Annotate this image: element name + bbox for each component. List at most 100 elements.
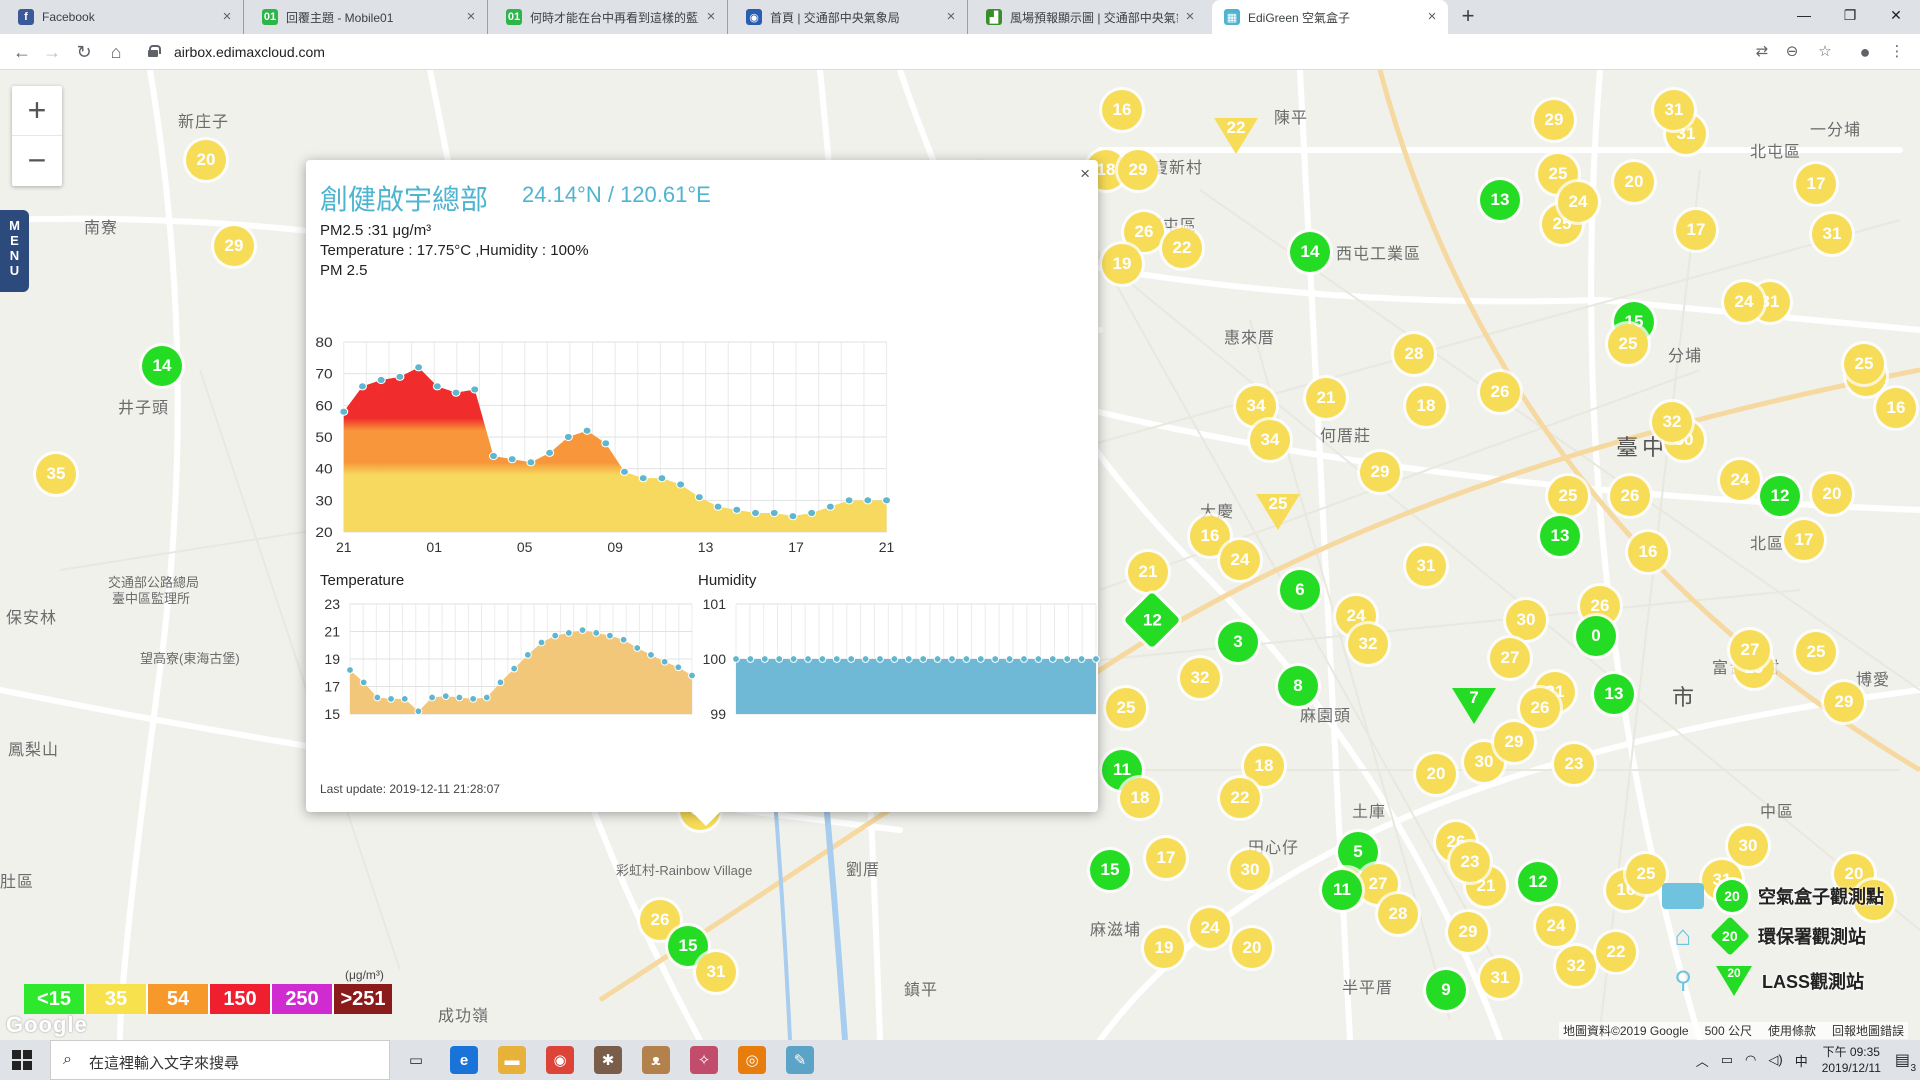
map-marker-moderate[interactable]: 18 (1406, 386, 1446, 426)
battery-icon[interactable]: ▭ (1720, 1052, 1734, 1067)
map-marker-moderate[interactable]: 28 (1378, 894, 1418, 934)
map-marker-good[interactable]: 11 (1102, 750, 1142, 790)
map-marker-moderate[interactable]: 29 (1534, 100, 1574, 140)
browser-tab[interactable]: ◉ 首頁 | 交通部中央氣象局 × (734, 0, 968, 34)
report-error-link[interactable]: 回報地圖錯誤 (1831, 1024, 1904, 1038)
map-marker-moderate[interactable]: 26 (1520, 688, 1560, 728)
map-marker-moderate[interactable]: 24 (1190, 908, 1230, 948)
air-quality-map[interactable]: 新庄子南寮井子頭保安林鳳梨山肚區交通部公路總局臺中區監理所望高寮(東海古堡)嶺東… (0, 70, 1920, 1040)
new-tab-button[interactable]: + (1461, 3, 1475, 28)
notification-icon[interactable]: ▤ 3 (1894, 1052, 1916, 1074)
map-marker-moderate[interactable]: 18 (1120, 778, 1160, 818)
map-marker-good[interactable]: 14 (1290, 232, 1330, 272)
map-marker-good[interactable]: 13 (1480, 180, 1520, 220)
map-marker-moderate[interactable]: 30 (1728, 826, 1768, 866)
map-marker-moderate[interactable]: 26 (1480, 372, 1520, 412)
map-marker-moderate[interactable]: 24 (1558, 182, 1598, 222)
home-icon[interactable]: ⌂ (110, 42, 122, 62)
ime-indicator[interactable]: 中 (1794, 1053, 1808, 1069)
volume-icon[interactable]: ◁) (1768, 1052, 1783, 1067)
map-marker-moderate[interactable]: 21 (1128, 552, 1168, 592)
map-marker-moderate[interactable]: 35 (36, 454, 76, 494)
bookmark-star-icon[interactable]: ☆ (1818, 43, 1832, 60)
map-marker-moderate[interactable]: 24 (1220, 540, 1260, 580)
browser-tab[interactable]: ▟ 風場預報顯示圖 | 交通部中央氣象局 × (974, 0, 1206, 34)
map-marker-moderate[interactable]: 20 (1812, 474, 1852, 514)
map-marker-moderate[interactable]: 19 (1144, 928, 1184, 968)
map-marker-moderate[interactable]: 29 (1360, 452, 1400, 492)
map-marker-moderate[interactable]: 20 (1232, 928, 1272, 968)
lass-station-marker[interactable]: 25 (1256, 494, 1300, 530)
map-marker-good[interactable]: 6 (1280, 570, 1320, 610)
map-marker-good[interactable]: 13 (1540, 516, 1580, 556)
browser-tab[interactable]: 01 何時才能在台中再看到這樣的藍天 × (494, 0, 728, 34)
browser-tab[interactable]: 01 回覆主題 - Mobile01 × (250, 0, 488, 34)
map-marker-moderate[interactable]: 26 (1610, 476, 1650, 516)
map-marker-good[interactable]: 11 (1322, 870, 1362, 910)
map-marker-moderate[interactable]: 25 (1626, 854, 1666, 894)
map-marker-moderate[interactable]: 23 (1450, 842, 1490, 882)
map-marker-moderate[interactable]: 31 (1812, 214, 1852, 254)
map-marker-moderate[interactable]: 31 (696, 952, 736, 992)
windows-start-icon[interactable] (12, 1050, 32, 1070)
map-marker-good[interactable]: 0 (1576, 616, 1616, 656)
reload-icon[interactable]: ↻ (76, 42, 92, 62)
map-marker-moderate[interactable]: 17 (1676, 210, 1716, 250)
map-marker-moderate[interactable]: 20 (186, 140, 226, 180)
wifi-icon[interactable]: ◠ (1745, 1052, 1757, 1067)
tab-close-icon[interactable]: × (706, 8, 716, 25)
map-marker-moderate[interactable]: 28 (1854, 880, 1894, 920)
map-marker-moderate[interactable]: 32 (1652, 402, 1692, 442)
map-marker-moderate[interactable]: 31 (1406, 546, 1446, 586)
map-marker-moderate[interactable]: 24 (1720, 460, 1760, 500)
map-marker-moderate[interactable]: 31 (1654, 90, 1694, 130)
map-marker-moderate[interactable]: 23 (1554, 744, 1594, 784)
profile-icon[interactable]: ● (1859, 42, 1871, 62)
browser-tab[interactable]: ▦ EdiGreen 空氣盒子 × (1212, 0, 1448, 34)
map-marker-moderate[interactable]: 30 (1230, 850, 1270, 890)
map-marker-moderate[interactable]: 29 (1118, 150, 1158, 190)
restore-icon[interactable]: ❐ (1843, 7, 1857, 23)
map-marker-moderate[interactable]: 31 (1480, 958, 1520, 998)
app-compass-icon[interactable]: ✱ (594, 1046, 622, 1074)
map-marker-moderate[interactable]: 20 (1614, 162, 1654, 202)
back-icon[interactable]: ← (13, 42, 31, 62)
map-marker-moderate[interactable]: 16 (1628, 532, 1668, 572)
chrome-icon[interactable]: ◉ (546, 1046, 574, 1074)
forward-icon[interactable]: → (43, 42, 61, 62)
show-hidden-icons-icon[interactable]: ︿ (1695, 1053, 1709, 1069)
map-marker-moderate[interactable]: 17 (1146, 838, 1186, 878)
map-marker-moderate[interactable]: 32 (1556, 946, 1596, 986)
map-marker-moderate[interactable]: 22 (1162, 228, 1202, 268)
map-marker-moderate[interactable]: 32 (1348, 624, 1388, 664)
taskbar-search-box[interactable]: ⌕ 在這裡輸入文字來搜尋 (50, 1040, 390, 1080)
map-marker-moderate[interactable]: 24 (1536, 906, 1576, 946)
map-marker-good[interactable]: 15 (1090, 850, 1130, 890)
map-marker-good[interactable]: 14 (142, 346, 182, 386)
map-marker-moderate[interactable]: 29 (1448, 912, 1488, 952)
map-marker-moderate[interactable]: 17 (1784, 520, 1824, 560)
address-bar[interactable]: airbox.edimaxcloud.com (138, 37, 1768, 67)
map-marker-moderate[interactable]: 25 (1106, 688, 1146, 728)
browser-tab[interactable]: f Facebook × (6, 0, 244, 34)
map-marker-moderate[interactable]: 34 (1250, 420, 1290, 460)
tab-close-icon[interactable]: × (466, 8, 476, 25)
map-marker-moderate[interactable]: 21 (1306, 378, 1346, 418)
map-marker-good[interactable]: 9 (1426, 970, 1466, 1010)
map-marker-moderate[interactable]: 27 (1730, 630, 1770, 670)
close-window-icon[interactable]: ✕ (1890, 7, 1902, 23)
map-marker-moderate[interactable]: 25 (1608, 324, 1648, 364)
map-marker-moderate[interactable]: 28 (1394, 334, 1434, 374)
map-marker-moderate[interactable]: 22 (1596, 932, 1636, 972)
task-view-icon[interactable]: ▭ (408, 1052, 424, 1069)
menu-button[interactable]: MENU (0, 210, 29, 292)
map-marker-moderate[interactable]: 16 (1102, 90, 1142, 130)
map-marker-moderate[interactable]: 30 (1506, 600, 1546, 640)
map-marker-moderate[interactable]: 22 (1220, 778, 1260, 818)
map-marker-moderate[interactable]: 20 (1416, 754, 1456, 794)
popup-close-button[interactable]: × (1080, 164, 1090, 183)
zoom-in-button[interactable]: + (12, 86, 62, 136)
zoom-icon[interactable]: ⊖ (1785, 43, 1799, 60)
map-marker-good[interactable]: 8 (1278, 666, 1318, 706)
translate-icon[interactable]: ⇄ (1755, 43, 1769, 60)
